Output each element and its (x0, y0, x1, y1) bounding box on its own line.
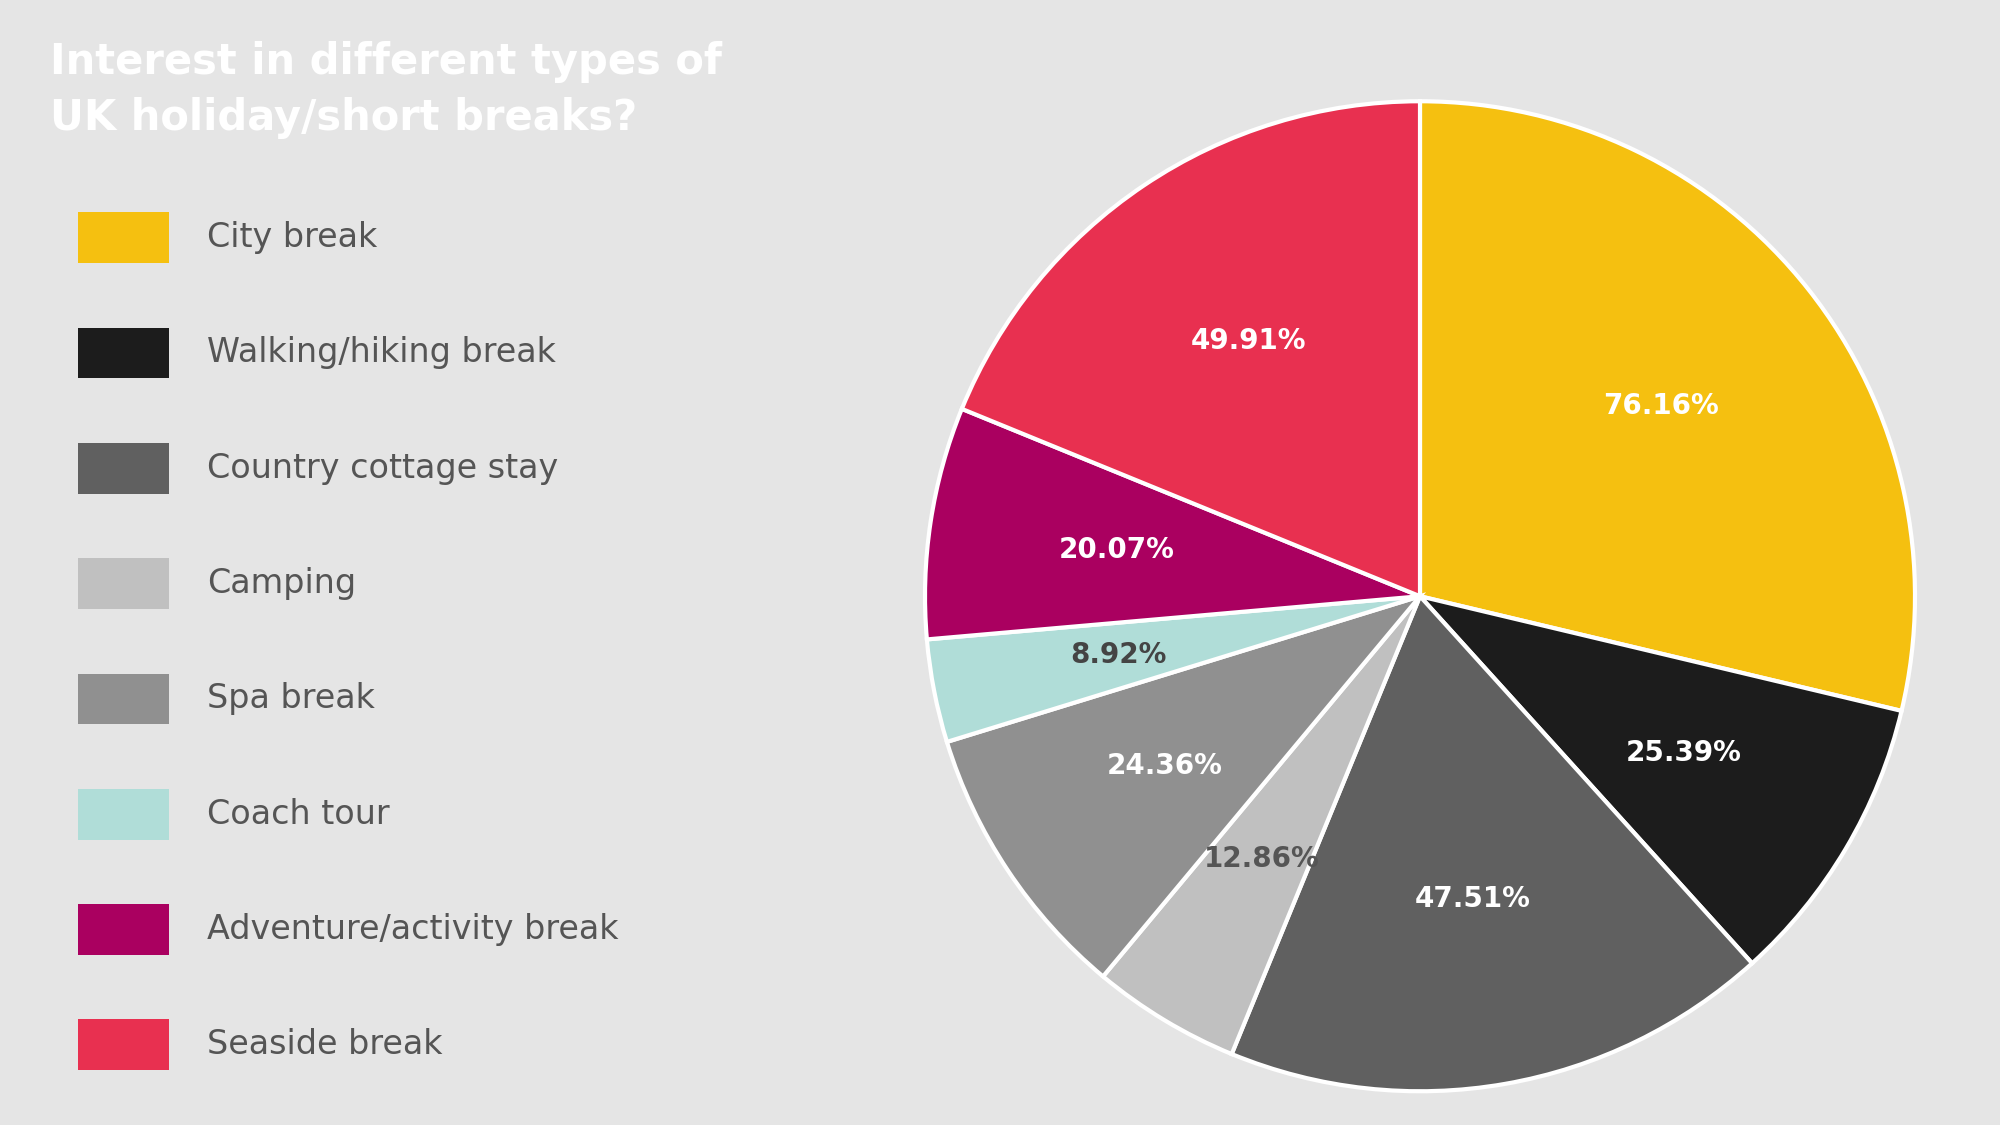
Wedge shape (1420, 101, 1914, 711)
Text: Spa break: Spa break (208, 683, 376, 716)
Wedge shape (1232, 596, 1752, 1091)
FancyBboxPatch shape (78, 443, 170, 494)
Text: Interest in different types of
UK holiday/short breaks?: Interest in different types of UK holida… (50, 42, 722, 138)
Text: Adventure/activity break: Adventure/activity break (208, 914, 618, 946)
FancyBboxPatch shape (78, 904, 170, 955)
FancyBboxPatch shape (78, 213, 170, 263)
Wedge shape (1420, 596, 1902, 963)
Wedge shape (926, 596, 1420, 741)
FancyBboxPatch shape (78, 674, 170, 724)
Text: City break: City break (208, 222, 378, 254)
Text: 47.51%: 47.51% (1414, 884, 1530, 912)
Wedge shape (1104, 596, 1420, 1054)
Text: 12.86%: 12.86% (1204, 845, 1320, 873)
FancyBboxPatch shape (78, 789, 170, 839)
Text: 20.07%: 20.07% (1058, 537, 1174, 565)
Wedge shape (926, 408, 1420, 639)
Wedge shape (962, 101, 1420, 596)
Text: Seaside break: Seaside break (208, 1028, 442, 1061)
FancyBboxPatch shape (78, 558, 170, 609)
Text: Country cottage stay: Country cottage stay (208, 452, 558, 485)
FancyBboxPatch shape (78, 1019, 170, 1070)
Text: 25.39%: 25.39% (1626, 739, 1742, 766)
Text: 76.16%: 76.16% (1602, 392, 1718, 420)
Text: Walking/hiking break: Walking/hiking break (208, 336, 556, 369)
Text: 8.92%: 8.92% (1070, 641, 1166, 669)
Text: 24.36%: 24.36% (1106, 753, 1222, 781)
FancyBboxPatch shape (78, 327, 170, 378)
Text: Camping: Camping (208, 567, 356, 600)
Text: 49.91%: 49.91% (1192, 327, 1306, 356)
Text: Coach tour: Coach tour (208, 798, 390, 830)
Wedge shape (946, 596, 1420, 976)
